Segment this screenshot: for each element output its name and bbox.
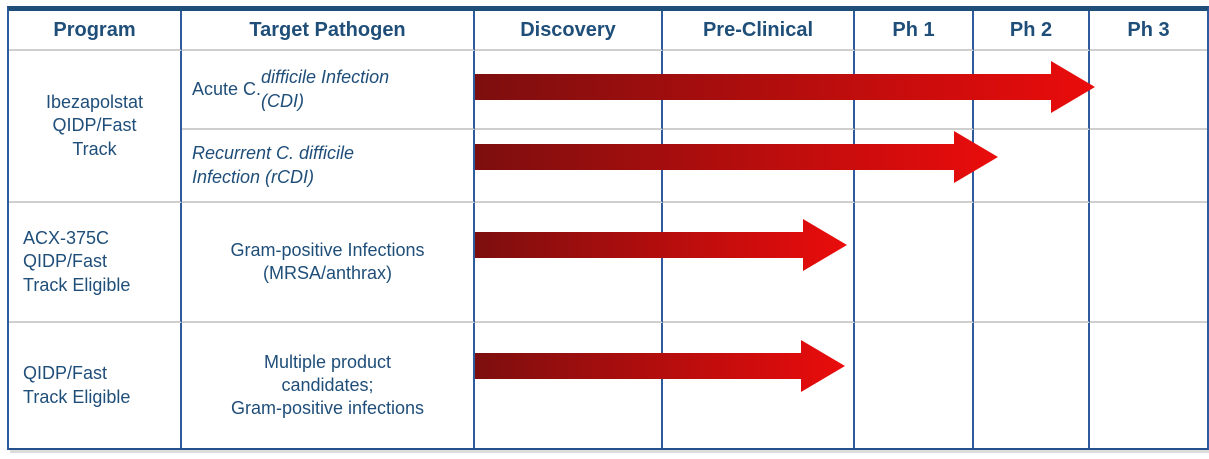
pipeline-table: Program Target Pathogen Discovery Pre-Cl… <box>7 6 1209 450</box>
phase-cell <box>663 203 855 323</box>
phase-cell <box>1090 323 1207 448</box>
phase-cell <box>1090 130 1207 203</box>
phase-cell <box>663 323 855 448</box>
header-discovery: Discovery <box>475 11 663 51</box>
phase-cell <box>974 203 1090 323</box>
header-program: Program <box>9 11 182 51</box>
phase-cell <box>475 323 663 448</box>
pathogen-recurrent-cdi: Recurrent C. difficile Infection (rCDI) <box>182 130 475 203</box>
phase-cell <box>855 51 974 130</box>
header-ph1: Ph 1 <box>855 11 974 51</box>
header-pre-clinical: Pre-Clinical <box>663 11 855 51</box>
phase-cell <box>475 203 663 323</box>
program-acx-375c: ACX-375C QIDP/Fast Track Eligible <box>9 203 182 323</box>
pathogen-acute-cdi-prefix: Acute C. <box>192 78 262 99</box>
phase-cell <box>974 130 1090 203</box>
phase-cell <box>974 323 1090 448</box>
phase-cell <box>974 51 1090 130</box>
header-ph3: Ph 3 <box>1090 11 1207 51</box>
pathogen-acute-cdi-italic: difficile Infection (CDI) <box>261 67 390 111</box>
pathogen-multiple-candidates: Multiple product candidates; Gram-positi… <box>182 323 475 448</box>
program-ibezapolstat: Ibezapolstat QIDP/Fast Track <box>9 51 182 203</box>
phase-cell <box>663 51 855 130</box>
phase-cell <box>1090 51 1207 130</box>
phase-cell <box>475 130 663 203</box>
program-qidp-fast-track: QIDP/Fast Track Eligible <box>9 323 182 448</box>
phase-cell <box>663 130 855 203</box>
header-target-pathogen: Target Pathogen <box>182 11 475 51</box>
phase-cell <box>855 130 974 203</box>
phase-cell <box>1090 203 1207 323</box>
phase-cell <box>475 51 663 130</box>
phase-cell <box>855 203 974 323</box>
phase-cell <box>855 323 974 448</box>
pathogen-acute-cdi: Acute C. difficile Infection (CDI) <box>182 51 475 130</box>
pathogen-gram-positive: Gram-positive Infections (MRSA/anthrax) <box>182 203 475 323</box>
header-ph2: Ph 2 <box>974 11 1090 51</box>
